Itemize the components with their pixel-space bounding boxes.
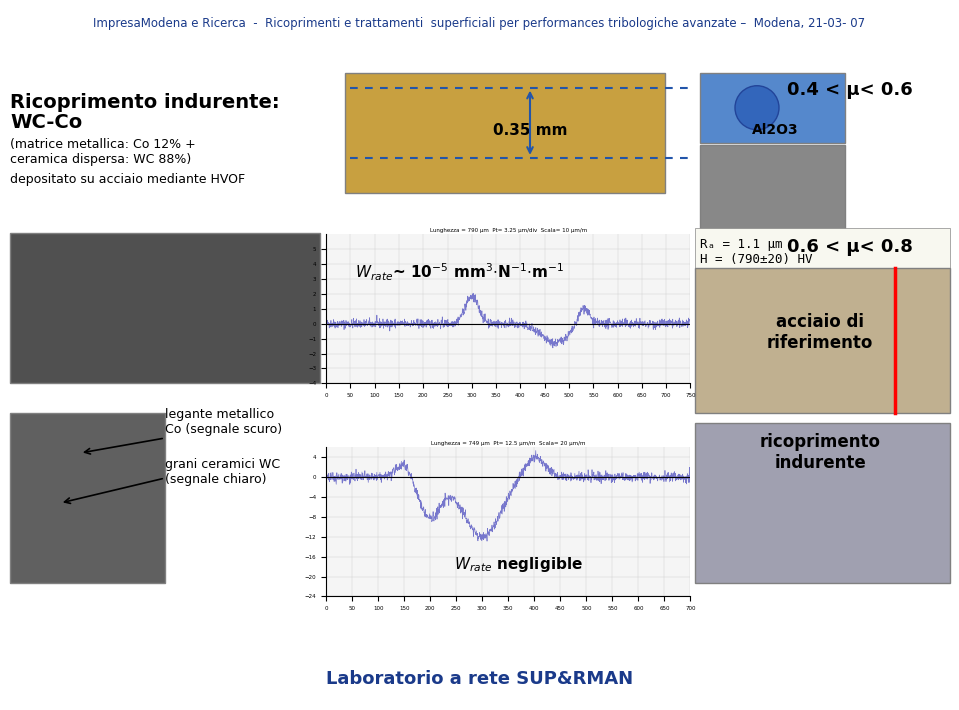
Title: Lunghezza = 790 μm  Pt= 3.25 μm/div  Scala= 10 μm/m: Lunghezza = 790 μm Pt= 3.25 μm/div Scala…	[430, 227, 587, 232]
Text: (matrice metallica: Co 12% +: (matrice metallica: Co 12% +	[10, 138, 196, 151]
Bar	[10, 233, 320, 383]
Text: Rₐ = 1.1 μm: Rₐ = 1.1 μm	[700, 238, 783, 251]
Bar	[700, 72, 845, 143]
Bar	[345, 72, 665, 193]
Bar	[700, 145, 845, 233]
Text: acciaio di
riferimento: acciaio di riferimento	[767, 313, 874, 351]
Text: legante metallico
Co (segnale scuro): legante metallico Co (segnale scuro)	[165, 408, 282, 436]
Text: Ricoprimento indurente:: Ricoprimento indurente:	[10, 93, 280, 111]
Bar	[695, 228, 950, 283]
Text: ImpresaModena e Ricerca  -  Ricoprimenti e trattamenti  superficiali per perform: ImpresaModena e Ricerca - Ricoprimenti e…	[93, 16, 866, 30]
Text: grani ceramici WC
(segnale chiaro): grani ceramici WC (segnale chiaro)	[165, 458, 280, 486]
Text: 0.35 mm: 0.35 mm	[493, 123, 568, 138]
Bar	[695, 423, 950, 583]
Bar	[695, 268, 950, 413]
Text: depositato su acciaio mediante HVOF: depositato su acciaio mediante HVOF	[10, 173, 246, 186]
Text: $W_{rate}$~ 10$^{-5}$ mm$^3$$\cdot$N$^{-1}$$\cdot$m$^{-1}$: $W_{rate}$~ 10$^{-5}$ mm$^3$$\cdot$N$^{-…	[355, 261, 564, 283]
Circle shape	[735, 86, 779, 130]
Text: $W_{rate}$ negligible: $W_{rate}$ negligible	[454, 555, 583, 574]
Text: 0.4 < μ< 0.6: 0.4 < μ< 0.6	[787, 81, 913, 99]
Bar	[10, 413, 165, 583]
Text: WC-Co: WC-Co	[10, 113, 82, 132]
Title: Lunghezza = 749 μm  Pt= 12.5 μm/m  Scala= 20 μm/m: Lunghezza = 749 μm Pt= 12.5 μm/m Scala= …	[431, 440, 586, 445]
Text: ricoprimento
indurente: ricoprimento indurente	[760, 433, 880, 472]
Text: ceramica dispersa: WC 88%): ceramica dispersa: WC 88%)	[10, 153, 191, 166]
Text: Al2O3: Al2O3	[752, 123, 798, 137]
Text: 0.6 < μ< 0.8: 0.6 < μ< 0.8	[787, 238, 913, 256]
Text: H = (790±20) HV: H = (790±20) HV	[700, 253, 812, 266]
Text: Laboratorio a rete SUP&RMAN: Laboratorio a rete SUP&RMAN	[326, 670, 633, 688]
